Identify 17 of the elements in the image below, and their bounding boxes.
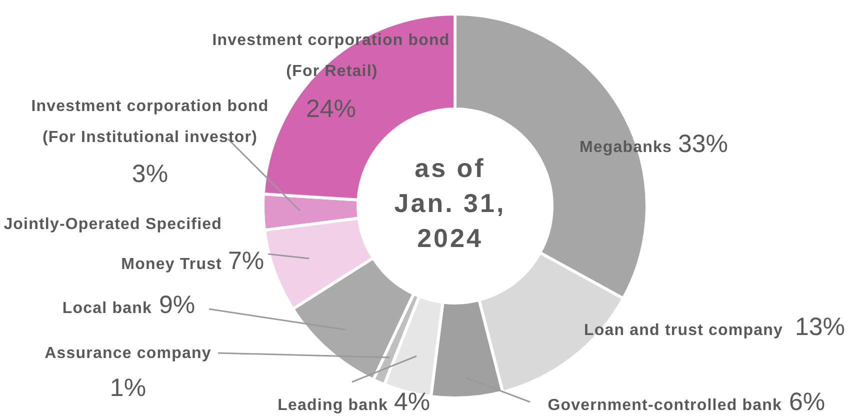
slice-label: Government-controlled bank [548,397,782,414]
slice-label: Leading bank [278,397,388,414]
text: as of Jan. 31, 2024 [394,153,506,253]
data-label: 9% [159,291,196,319]
data-label: 3% [132,160,168,188]
data-label: 1% [110,374,146,402]
data-label: 24% [306,95,356,123]
data-label: 4% [394,388,430,416]
slice-label: Loan and trust company [584,322,783,339]
slice-label: Investment corporation bond (For Institutional investor) [31,98,269,146]
data-label: 7% [228,247,264,275]
data-label: 6% [789,388,826,416]
data-label: 13% [795,313,846,341]
slice-label: Assurance company [44,345,212,362]
slice-label: Local bank [62,300,152,317]
data-label: 33% [678,130,728,158]
category-label: Jointly-Operated Specified Money Trust [4,216,222,273]
